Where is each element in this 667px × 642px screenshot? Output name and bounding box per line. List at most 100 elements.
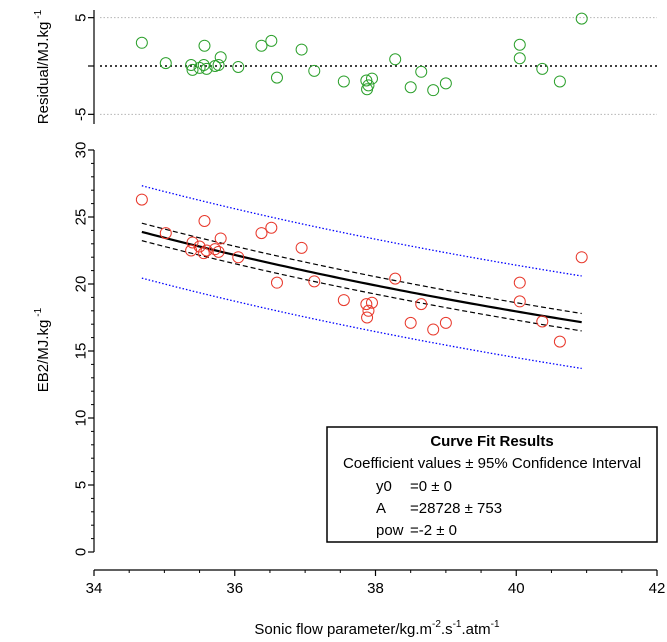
fit-y-tick-label: 20 [73,276,90,293]
residual-point [255,39,268,52]
data-point [439,316,452,329]
fit-y-axis-title-sup: -1 [33,307,44,316]
residual-y-axis-title-text: Residual/MJ.kg [35,22,52,125]
results-row-value: =0 ± 0 [410,478,452,495]
residual-points [135,12,588,97]
residual-y-tick-label: -5 [73,108,90,121]
results-row-name: y0 [376,478,392,495]
residual-point [404,81,417,94]
x-axis-title-part: Sonic flow parameter/kg.m [254,621,432,638]
residual-point [159,57,172,70]
data-point [295,241,308,254]
data-point [159,227,172,240]
fit-y-axis-title: EB2/MJ.kg -1 [33,307,52,392]
residual-point [389,53,402,66]
residual-y-axis: -5 5 [73,10,95,124]
residual-point [193,61,206,74]
residual-y-axis-title: Residual/MJ.kg -1 [33,9,52,124]
results-box-frame [326,426,658,543]
residual-point [185,59,198,72]
upper-confidence-band [141,222,582,315]
results-row-name: A [376,500,386,517]
fit-axes: 0 5 10 15 20 25 30 34 36 38 40 42 [73,142,666,597]
fit-y-axis-title-text: EB2/MJ.kg [35,320,52,393]
fit-x-tick-label: 42 [649,580,666,597]
fit-curves [141,185,582,370]
data-point [232,251,245,264]
results-row-value: =28728 ± 753 [410,500,502,517]
residual-point [553,75,566,88]
fit-x-tick-label: 38 [367,580,384,597]
data-point [536,315,549,328]
x-axis-title-sup: -1 [453,619,462,630]
x-axis-title: Sonic flow parameter/kg.m-2​.s-1​.atm-1​ [254,619,500,638]
data-point [389,272,402,285]
residual-point [362,79,375,92]
curve-fit-results-box: Curve Fit Results Coefficient values ± 9… [326,426,658,543]
residual-point [575,12,588,25]
residual-point [415,65,428,78]
fit-y-tick-label: 0 [73,548,90,556]
residual-point [439,77,452,90]
fit-x-tick-label: 34 [86,580,103,597]
residual-point [270,71,283,84]
x-axis-title-sup: -1 [491,619,500,630]
residual-point [308,64,321,77]
residual-y-axis-title-sup: -1 [33,9,44,18]
data-point [209,243,222,256]
data-point [135,193,148,206]
residual-point [232,60,245,73]
fit-data-points [135,193,588,348]
residual-point [212,59,225,72]
data-point [212,245,225,258]
data-point [415,298,428,311]
data-point [214,232,227,245]
residual-panel: -5 5 Residual/MJ.kg -1 [33,9,657,124]
residual-point [365,72,378,85]
data-point [360,298,373,311]
data-point [337,294,350,307]
data-point [427,323,440,336]
fit-x-tick-label: 36 [226,580,243,597]
upper-prediction-band [141,185,582,277]
residual-point [295,43,308,56]
x-axis-title-part: .s [441,621,453,638]
data-point [197,247,210,260]
fit-y-tick-label: 10 [73,410,90,427]
fit-panel: 0 5 10 15 20 25 30 34 36 38 40 42 EB2/MJ.kg -1 Sonic… [33,142,665,638]
data-point [513,276,526,289]
x-axis-title-part: .atm [461,621,490,638]
residual-point [265,34,278,47]
residual-point [200,62,213,75]
results-row-value: =-2 ± 0 [410,522,457,539]
residual-point [214,51,227,64]
data-point [265,221,278,234]
data-point [186,236,199,249]
data-point [255,227,268,240]
residual-y-tick-label: 5 [73,13,90,21]
fit-curve [141,230,582,324]
data-point [575,251,588,264]
data-point [270,276,283,289]
fit-y-tick-label: 30 [73,142,90,159]
x-axis-title-sup: -2 [432,619,441,630]
lower-confidence-band [141,240,582,332]
data-point [513,295,526,308]
data-point [365,296,378,309]
fit-y-tick-label: 25 [73,209,90,226]
fit-y-tick-label: 15 [73,343,90,360]
results-box-subtitle: Coefficient values ± 95% Confidence Inte… [343,455,641,472]
residual-point [135,36,148,49]
residual-gridlines [100,17,657,115]
data-point [362,304,375,317]
residual-point [513,38,526,51]
residual-point [427,84,440,97]
residual-point [186,63,199,76]
residual-point [337,75,350,88]
data-point [553,335,566,348]
fit-x-tick-label: 40 [508,580,525,597]
residual-point [513,52,526,65]
fit-y-tick-label: 5 [73,481,90,489]
data-point [404,316,417,329]
data-point [200,244,213,257]
